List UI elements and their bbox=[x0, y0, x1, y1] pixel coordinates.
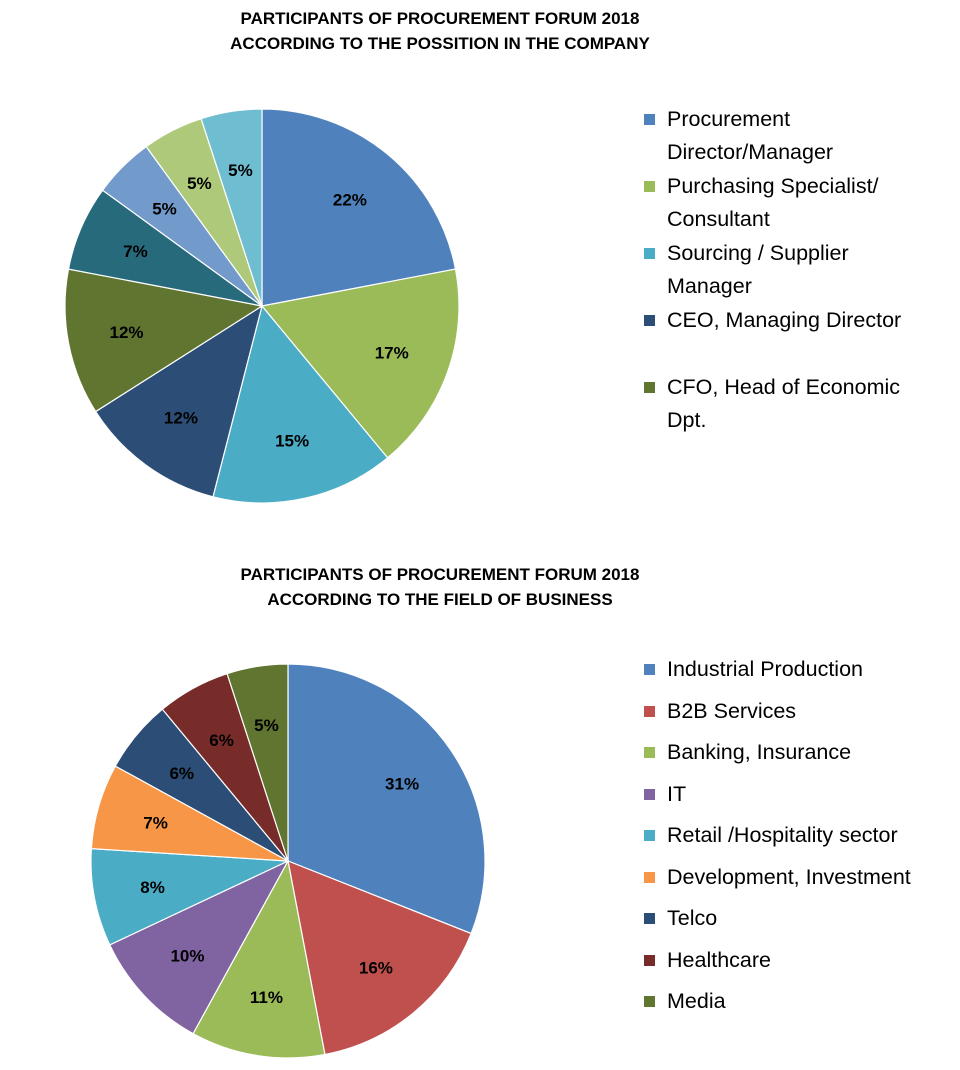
pie-slice bbox=[226, 663, 289, 862]
legend-label-line: CEO, Managing Director bbox=[667, 308, 902, 332]
legend-label-line: Director/Manager bbox=[667, 140, 834, 164]
legend-swatch bbox=[644, 788, 655, 800]
legend-swatch bbox=[644, 382, 655, 393]
chart-title-line-2: ACCORDING TO THE POSSITION IN THE COMPAN… bbox=[230, 34, 650, 53]
pie-slice bbox=[287, 663, 486, 935]
slice-label: 11% bbox=[250, 988, 283, 1007]
pie-slice bbox=[212, 304, 389, 504]
slice-label: 5% bbox=[228, 161, 253, 180]
legend-swatch bbox=[644, 315, 655, 326]
pie-slice bbox=[192, 859, 326, 1059]
legend-label-line: B2B Services bbox=[667, 698, 797, 723]
position-pie-chart: PARTICIPANTS OF PROCUREMENT FORUM 2018 A… bbox=[0, 0, 960, 530]
legend-label: Telco bbox=[667, 902, 957, 935]
legend-swatch bbox=[644, 181, 655, 192]
slice-label: 12% bbox=[164, 409, 198, 428]
slice-label: 8% bbox=[140, 878, 165, 897]
legend-swatch bbox=[644, 114, 655, 125]
legend-swatch bbox=[644, 705, 655, 717]
legend-label-line: Banking, Insurance bbox=[667, 740, 852, 764]
legend-label: Industrial Production bbox=[667, 653, 957, 686]
legend-swatch bbox=[644, 954, 655, 966]
legend-label-line: Retail /Hospitality sector bbox=[667, 823, 898, 847]
legend-label-line: Healthcare bbox=[667, 947, 771, 972]
pie-slice bbox=[200, 108, 263, 307]
legend-label: CEO, Managing Director bbox=[667, 304, 957, 337]
pie-plot: 31% 16% 11% 10% 8% 7% 6% 6% 5% bbox=[90, 663, 486, 1059]
legend-label-line: Industrial Production bbox=[667, 657, 863, 681]
legend-label-line: Purchasing Specialist/ bbox=[667, 174, 879, 198]
slice-label: 5% bbox=[254, 716, 279, 735]
chart-title: PARTICIPANTS OF PROCUREMENT FORUM 2018 A… bbox=[0, 6, 880, 56]
chart-title-line-1: PARTICIPANTS OF PROCUREMENT FORUM 2018 bbox=[240, 9, 640, 28]
legend-label-line: Development, Investment bbox=[667, 864, 911, 889]
pie-slice bbox=[64, 268, 264, 413]
slice-label: 5% bbox=[152, 199, 177, 218]
slice-label: 15% bbox=[275, 432, 309, 451]
legend-label-line: Telco bbox=[667, 906, 718, 930]
legend-label-line: Dpt. bbox=[667, 408, 707, 432]
pie-slice bbox=[261, 108, 457, 307]
chart-title-line-2: ACCORDING TO THE FIELD OF BUSINESS bbox=[267, 590, 613, 609]
legend-swatch bbox=[644, 871, 655, 883]
legend-swatch bbox=[644, 830, 655, 841]
legend-label: Procurement Director/Manager bbox=[667, 103, 957, 169]
legend-label: Healthcare bbox=[667, 944, 957, 977]
slice-label: 12% bbox=[110, 323, 144, 342]
pie-slice bbox=[94, 304, 263, 498]
legend-label: Media bbox=[667, 985, 957, 1018]
slice-label: 31% bbox=[385, 774, 419, 793]
pie-slice bbox=[108, 859, 290, 1035]
legend-label: B2B Services bbox=[667, 695, 957, 728]
slice-label: 10% bbox=[170, 946, 204, 965]
slice-label: 7% bbox=[143, 814, 168, 833]
legend-label: Retail /Hospitality sector bbox=[667, 819, 957, 852]
chart-title: PARTICIPANTS OF PROCUREMENT FORUM 2018 A… bbox=[0, 562, 880, 612]
slice-label: 22% bbox=[333, 191, 367, 210]
legend-swatch bbox=[644, 248, 655, 259]
legend-label-line: Sourcing / Supplier bbox=[667, 241, 849, 265]
legend-label: Sourcing / Supplier Manager bbox=[667, 237, 957, 303]
legend-swatch bbox=[644, 996, 655, 1007]
chart-title-line-1: PARTICIPANTS OF PROCUREMENT FORUM 2018 bbox=[240, 565, 640, 584]
legend-label: IT bbox=[667, 778, 957, 811]
legend-label-line: Manager bbox=[667, 274, 752, 298]
business-field-pie-chart: PARTICIPANTS OF PROCUREMENT FORUM 2018 A… bbox=[0, 550, 960, 1070]
legend-label-line: Consultant bbox=[667, 207, 770, 231]
pie-slice bbox=[260, 268, 460, 459]
slice-label: 17% bbox=[375, 344, 409, 363]
legend-label-line: Procurement bbox=[667, 107, 791, 131]
pie-slice bbox=[287, 860, 472, 1056]
slice-label: 7% bbox=[123, 242, 148, 261]
legend-swatch bbox=[644, 913, 655, 924]
slice-label: 6% bbox=[209, 731, 234, 750]
slice-label: 5% bbox=[187, 174, 212, 193]
slice-label: 6% bbox=[169, 764, 194, 783]
legend-label: Banking, Insurance bbox=[667, 736, 957, 769]
slice-label: 16% bbox=[359, 958, 393, 977]
pie-slice bbox=[90, 847, 289, 946]
legend-swatch bbox=[644, 664, 655, 675]
legend-label: CFO, Head of Economic Dpt. bbox=[667, 371, 957, 437]
legend-label: Development, Investment bbox=[667, 861, 957, 894]
legend-swatch bbox=[644, 747, 655, 758]
pie-plot: 22% 17% 15% 12% 12% 7% 5% 5% 5% bbox=[64, 108, 460, 504]
legend-label-line: Media bbox=[667, 989, 726, 1013]
legend-label: Purchasing Specialist/Consultant bbox=[667, 170, 957, 236]
legend-label-line: CFO, Head of Economic bbox=[667, 375, 901, 399]
legend-label-line: IT bbox=[667, 781, 687, 806]
